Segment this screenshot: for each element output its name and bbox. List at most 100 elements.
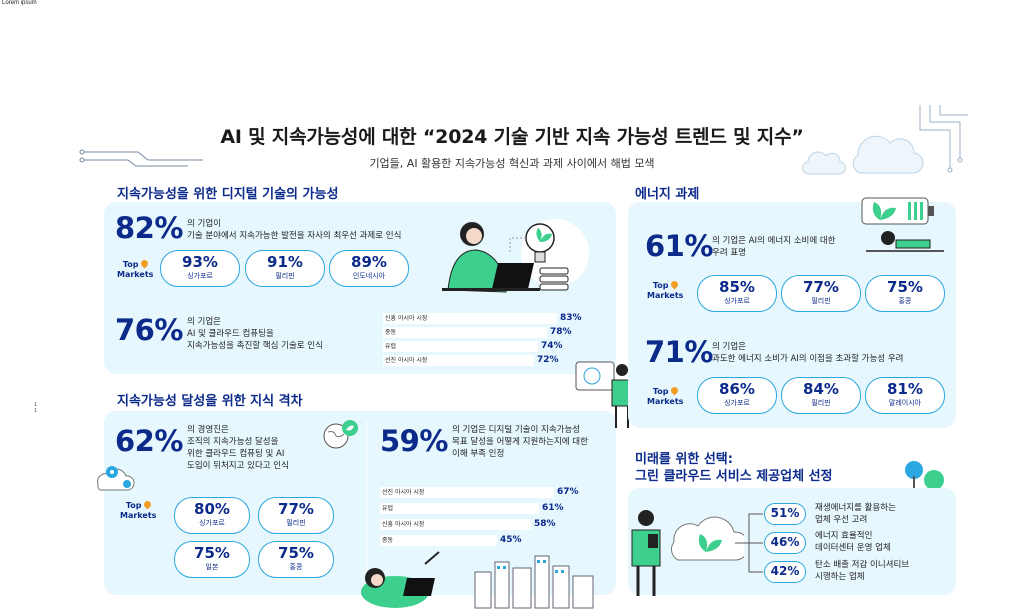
market-label: 필리핀: [275, 272, 295, 280]
bar-label: 선진 아시아 시장: [382, 489, 425, 496]
future-percent: 46%: [764, 532, 806, 554]
market-label: 필리핀: [811, 297, 831, 305]
battery-plant-icon: [861, 197, 934, 225]
market-pill: 77% 필리핀: [258, 497, 334, 534]
stat-76: 76%: [115, 313, 183, 347]
market-pill: 91% 필리핀: [245, 250, 325, 287]
top-markets-label: Top Markets: [120, 499, 157, 521]
stat-59-desc: 의 기업은 디지털 기술이 지속가능성 목표 달성을 어떻게 지원하는지에 대한…: [452, 424, 588, 460]
market-value: 80%: [194, 500, 230, 518]
bar-chart-gap: 선진 아시아 시장 67% 유럽 61% 신흥 아시아 시장 58% 중동 45%: [380, 487, 600, 547]
market-label: 필리핀: [286, 519, 306, 527]
bar-row: 선진 아시아 시장 72%: [383, 355, 633, 366]
top-markets-line2: Markets: [647, 291, 684, 300]
bar-chart-digital: 신흥 아시아 시장 83% 중동 78% 유럽 74% 선진 아시아 시장 72%: [383, 313, 603, 369]
stat-62-desc-line1: 의 경영진은: [187, 425, 229, 435]
stat-62-desc-line2: 조직의 지속가능성 달성을: [187, 437, 279, 447]
bar-label: 선진 아시아 시장: [385, 357, 428, 364]
future-percent: 42%: [764, 561, 806, 583]
market-value: 75%: [887, 278, 923, 296]
globe-leaf-icon: [323, 420, 358, 449]
stat-62-desc: 의 경영진은 조직의 지속가능성 달성을 위한 클라우드 컴퓨팅 및 AI 도입…: [187, 424, 289, 472]
woman-laptop-illustration-icon: [442, 219, 589, 293]
top-markets-label: Top Markets: [117, 258, 154, 280]
page-subtitle: 기업들, AI 활용한 지속가능성 혁신과 과제 사이에서 해법 모색: [369, 157, 655, 170]
market-label: 일본: [205, 563, 219, 571]
market-label: 홍콩: [289, 563, 303, 571]
stat-82: 82%: [115, 211, 183, 245]
side-marks: 1 1: [34, 402, 38, 414]
stat-61-desc: 의 기업은 AI의 에너지 소비에 대한 우려 표명: [712, 235, 836, 259]
top-markets-line1: Top: [122, 260, 139, 269]
connector-lines-icon: [735, 513, 763, 573]
future-item-desc: 에너지 효율적인 데이터센터 운영 업체: [815, 530, 891, 554]
location-pin-icon: [142, 499, 152, 510]
stat-61-desc-line1: 의 기업은 AI의 에너지 소비에 대한: [712, 236, 836, 246]
future-item-line2: 시행하는 업체: [815, 572, 865, 582]
future-percent: 51%: [764, 503, 806, 525]
future-item-line2: 업체 우선 고려: [815, 515, 868, 525]
location-pin-icon: [669, 385, 679, 396]
future-title-line1: 미래를 위한 선택:: [635, 452, 733, 467]
section-title-energy: 에너지 과제: [635, 187, 700, 202]
stat-76-desc: 의 기업은 AI 및 클라우드 컴퓨팅을 지속가능성을 촉진할 핵심 기술로 인…: [187, 316, 323, 352]
bar-fill: [383, 327, 547, 338]
stat-59-desc-line3: 이해 부족 인정: [452, 449, 505, 459]
market-pill: 93% 싱가포르: [160, 250, 240, 287]
market-pill: 75% 홍콩: [258, 541, 334, 578]
market-value: 91%: [267, 253, 303, 271]
market-value: 75%: [278, 544, 314, 562]
section-title-digital: 지속가능성을 위한 디지털 기술의 가능성: [117, 187, 339, 202]
market-value: 77%: [278, 500, 314, 518]
stat-62-desc-line3: 위한 클라우드 컴퓨팅 및 AI: [187, 449, 285, 459]
market-label: 싱가포르: [724, 297, 750, 305]
page-title: AI 및 지속가능성에 대한 “2024 기술 기반 지속 가능성 트렌드 및 …: [220, 126, 804, 148]
market-label: 말레이시아: [888, 399, 922, 407]
stat-61-desc-line2: 우려 표명: [712, 248, 746, 258]
stat-59-desc-line1: 의 기업은 디지털 기술이 지속가능성: [452, 425, 581, 435]
top-markets-line2: Markets: [117, 270, 154, 279]
bar-row: 유럽 61%: [380, 503, 680, 514]
market-value: 77%: [803, 278, 839, 296]
bar-row: 유럽 74%: [383, 341, 633, 352]
section-title-gap: 지속가능성 달성을 위한 지식 격차: [117, 394, 303, 409]
market-pill: 84% 필리핀: [781, 377, 861, 414]
person-city-illustration-icon: [361, 551, 594, 609]
market-label: 필리핀: [811, 399, 831, 407]
future-title-line2: 그린 클라우드 서비스 제공업체 선정: [635, 469, 833, 484]
bar-fill: [380, 519, 531, 530]
market-label: 싱가포르: [187, 272, 213, 280]
market-value: 86%: [719, 380, 755, 398]
stat-71-desc-line1: 의 기업은: [712, 342, 746, 352]
person-cloud-illustration-icon: [631, 510, 744, 596]
market-pill: 89% 인도네시아: [329, 250, 409, 287]
top-markets-label: Top Markets: [647, 279, 684, 301]
market-pill: 75% 일본: [174, 541, 250, 578]
top-markets-line1: Top: [125, 501, 142, 510]
market-value: 75%: [194, 544, 230, 562]
stat-61: 61%: [645, 229, 713, 263]
top-markets-line2: Markets: [647, 397, 684, 406]
stat-76-desc-line2: AI 및 클라우드 컴퓨팅을: [187, 329, 274, 339]
cloud-circuit-icon: [802, 105, 968, 175]
bar-fill: [383, 355, 534, 366]
stat-59: 59%: [380, 424, 448, 458]
bar-value: 58%: [534, 519, 556, 529]
market-value: 84%: [803, 380, 839, 398]
location-pin-icon: [139, 258, 149, 269]
top-markets-line2: Markets: [120, 511, 157, 520]
stat-82-desc-line2: 기술 분야에서 지속가능한 발전을 자사의 최우선 과제로 인식: [187, 231, 402, 241]
future-item-desc: 탄소 배출 저감 이니셔티브 시행하는 업체: [815, 559, 909, 583]
market-pill: 80% 싱가포르: [174, 497, 250, 534]
bar-label: 신흥 아시아 시장: [385, 315, 428, 322]
market-value: 93%: [182, 253, 218, 271]
person-lying-icon: [866, 231, 944, 252]
market-label: 홍콩: [898, 297, 912, 305]
bar-value: 72%: [537, 355, 559, 365]
bar-fill: [380, 487, 554, 498]
trees-icon: [905, 461, 944, 502]
panel-divider: [366, 420, 367, 586]
market-pill: 75% 홍콩: [865, 275, 945, 312]
stat-82-desc: 의 기업이 기술 분야에서 지속가능한 발전을 자사의 최우선 과제로 인식: [187, 218, 401, 242]
market-value: 85%: [719, 278, 755, 296]
